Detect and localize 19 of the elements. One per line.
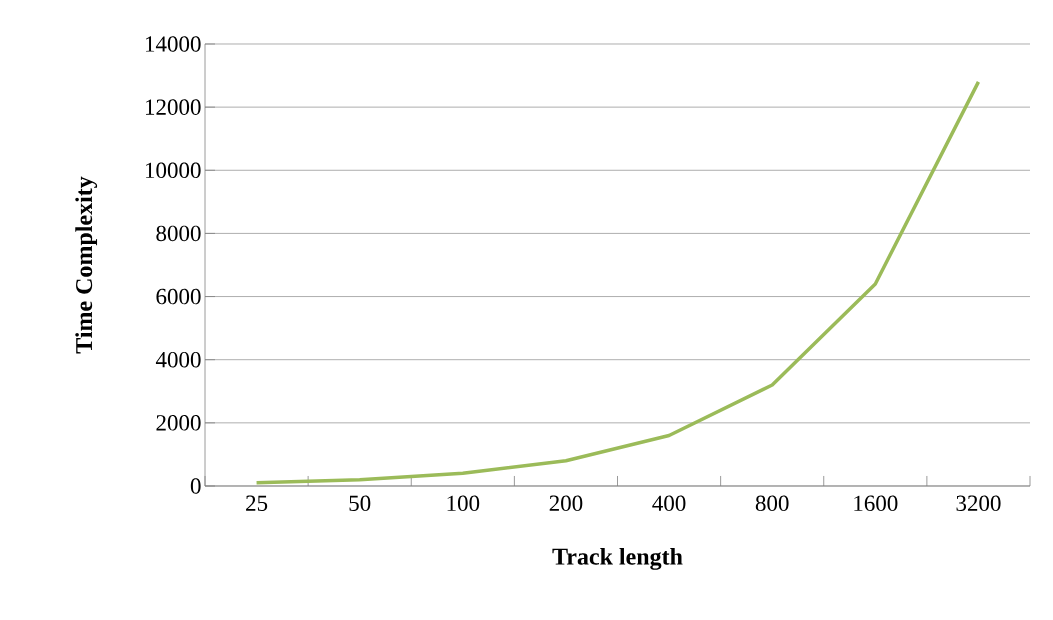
x-tick-label: 25	[246, 495, 268, 511]
line-series	[254, 80, 981, 485]
x-tick-label: 800	[755, 495, 789, 512]
x-tick-label: 100	[447, 495, 480, 512]
y-tick-label: 12000	[146, 99, 201, 115]
x-axis-title: Track length	[552, 547, 683, 570]
x-tick-label: 1600	[854, 495, 898, 512]
y-tick-label: 4000	[155, 351, 201, 368]
y-tick-label: 0	[190, 478, 201, 494]
y-tick-label: 14000	[146, 36, 201, 52]
y-tick-label: 2000	[156, 415, 201, 431]
x-tick-label: 200	[549, 495, 583, 512]
y-axis-title: Time Complexity	[75, 176, 98, 354]
y-tick-label: 10000	[146, 162, 201, 179]
x-tick-label: 400	[652, 495, 686, 512]
y-tick-label: 6000	[156, 288, 201, 305]
x-tick-label: 3200	[956, 495, 1001, 512]
y-tick-label: 8000	[156, 225, 201, 242]
x-tick-label: 50	[349, 495, 371, 512]
